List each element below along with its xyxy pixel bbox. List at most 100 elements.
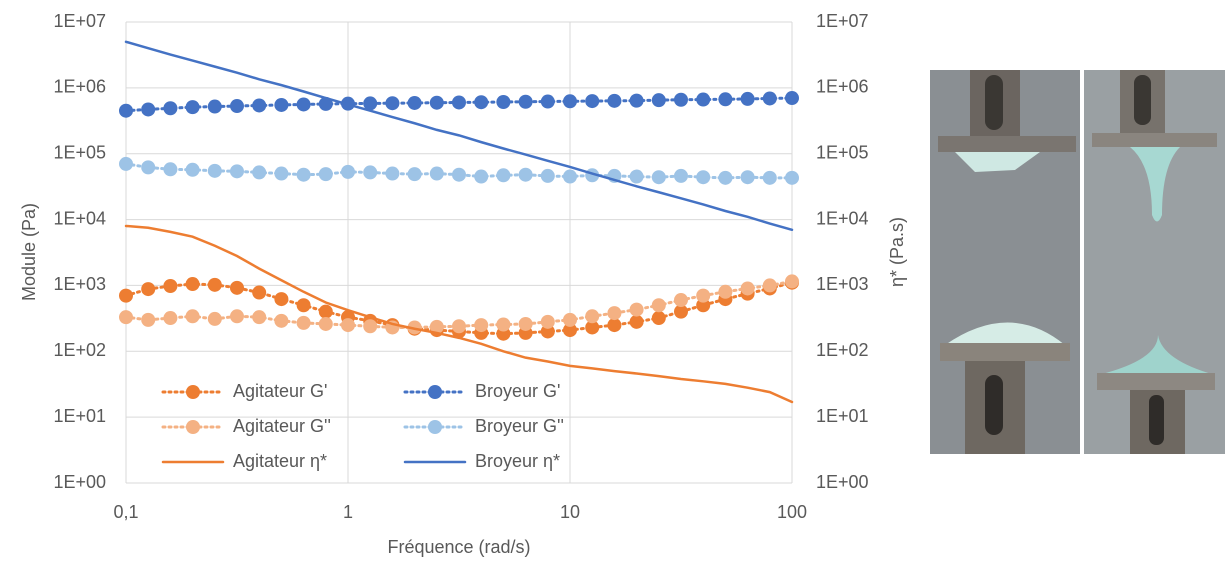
data-point — [585, 94, 600, 109]
data-point — [518, 94, 533, 109]
data-point — [229, 309, 244, 324]
data-point — [518, 167, 533, 182]
data-point — [762, 278, 777, 293]
data-point — [252, 310, 267, 325]
y-tick-label: 1E+01 — [53, 406, 106, 426]
y2-tick-label: 1E+00 — [816, 472, 869, 492]
data-point — [207, 311, 222, 326]
data-point — [119, 288, 133, 303]
data-point — [185, 100, 200, 115]
data-point — [540, 314, 555, 329]
data-point — [385, 166, 400, 181]
data-point — [119, 103, 133, 118]
data-point — [185, 309, 200, 324]
data-point — [318, 304, 333, 319]
legend-marker — [428, 385, 442, 399]
data-point — [762, 91, 777, 106]
data-point — [607, 306, 622, 321]
data-point — [474, 95, 489, 110]
legend-label: Agitateur η* — [233, 451, 327, 471]
data-point — [385, 96, 400, 111]
y-tick-label: 1E+02 — [53, 340, 106, 360]
data-point — [163, 162, 178, 177]
data-point — [274, 292, 289, 307]
data-point — [229, 164, 244, 179]
data-point — [651, 170, 666, 185]
data-point — [540, 168, 555, 183]
legend-label: Broyeur η* — [475, 451, 560, 471]
data-point — [762, 170, 777, 185]
data-point — [540, 324, 555, 339]
data-point — [141, 282, 156, 297]
data-point — [274, 313, 289, 328]
data-point — [651, 311, 666, 326]
data-point — [673, 304, 688, 319]
data-point — [429, 95, 444, 110]
data-point — [451, 95, 466, 110]
y-axis-label: Module (Pa) — [19, 203, 39, 301]
data-point — [651, 93, 666, 108]
data-point — [274, 97, 289, 112]
data-point — [518, 316, 533, 331]
data-point — [540, 94, 555, 109]
y2-tick-label: 1E+07 — [816, 11, 869, 31]
data-point — [141, 102, 156, 117]
data-point — [496, 94, 511, 109]
data-point — [696, 170, 711, 185]
data-point — [141, 312, 156, 327]
data-point — [451, 167, 466, 182]
data-point — [696, 92, 711, 107]
data-point — [407, 95, 422, 110]
series-line — [124, 40, 794, 232]
data-point — [318, 316, 333, 331]
data-point — [429, 166, 444, 181]
data-point — [718, 284, 733, 299]
y2-tick-label: 1E+04 — [816, 208, 869, 228]
data-point — [563, 323, 577, 338]
data-point — [629, 302, 644, 317]
data-point — [696, 298, 711, 313]
data-point — [185, 162, 200, 177]
data-point — [696, 288, 711, 303]
x-axis-label: Fréquence (rad/s) — [387, 537, 530, 557]
data-point — [207, 277, 222, 292]
y2-tick-label: 1E+03 — [816, 274, 869, 294]
data-point — [629, 93, 644, 108]
data-point — [229, 280, 244, 295]
x-tick-label: 100 — [777, 502, 807, 522]
legend-label: Broyeur G' — [475, 381, 560, 401]
data-point — [296, 97, 311, 112]
y2-tick-label: 1E+01 — [816, 406, 869, 426]
data-point — [252, 285, 267, 300]
data-point — [474, 169, 489, 184]
data-point — [185, 277, 200, 292]
data-point — [629, 169, 644, 184]
legend-label: Agitateur G' — [233, 381, 327, 401]
data-point — [673, 168, 688, 183]
data-point — [451, 319, 466, 334]
data-point — [563, 169, 577, 184]
data-point — [163, 101, 178, 116]
y-tick-label: 1E+05 — [53, 142, 106, 162]
data-point — [429, 319, 444, 334]
data-point — [607, 93, 622, 108]
data-point — [563, 94, 577, 109]
data-point — [673, 293, 688, 308]
data-point — [296, 167, 311, 182]
data-point — [607, 318, 622, 333]
data-point — [673, 92, 688, 107]
data-point — [119, 310, 133, 325]
data-point — [740, 281, 755, 296]
data-point — [740, 91, 755, 106]
y2-tick-label: 1E+02 — [816, 340, 869, 360]
data-point — [318, 96, 333, 111]
data-point — [474, 318, 489, 333]
data-point — [785, 91, 799, 106]
legend-marker — [186, 385, 200, 399]
data-point — [651, 298, 666, 313]
y2-tick-label: 1E+05 — [816, 142, 869, 162]
data-point — [363, 96, 378, 111]
data-point — [585, 320, 600, 335]
data-point — [229, 99, 244, 114]
